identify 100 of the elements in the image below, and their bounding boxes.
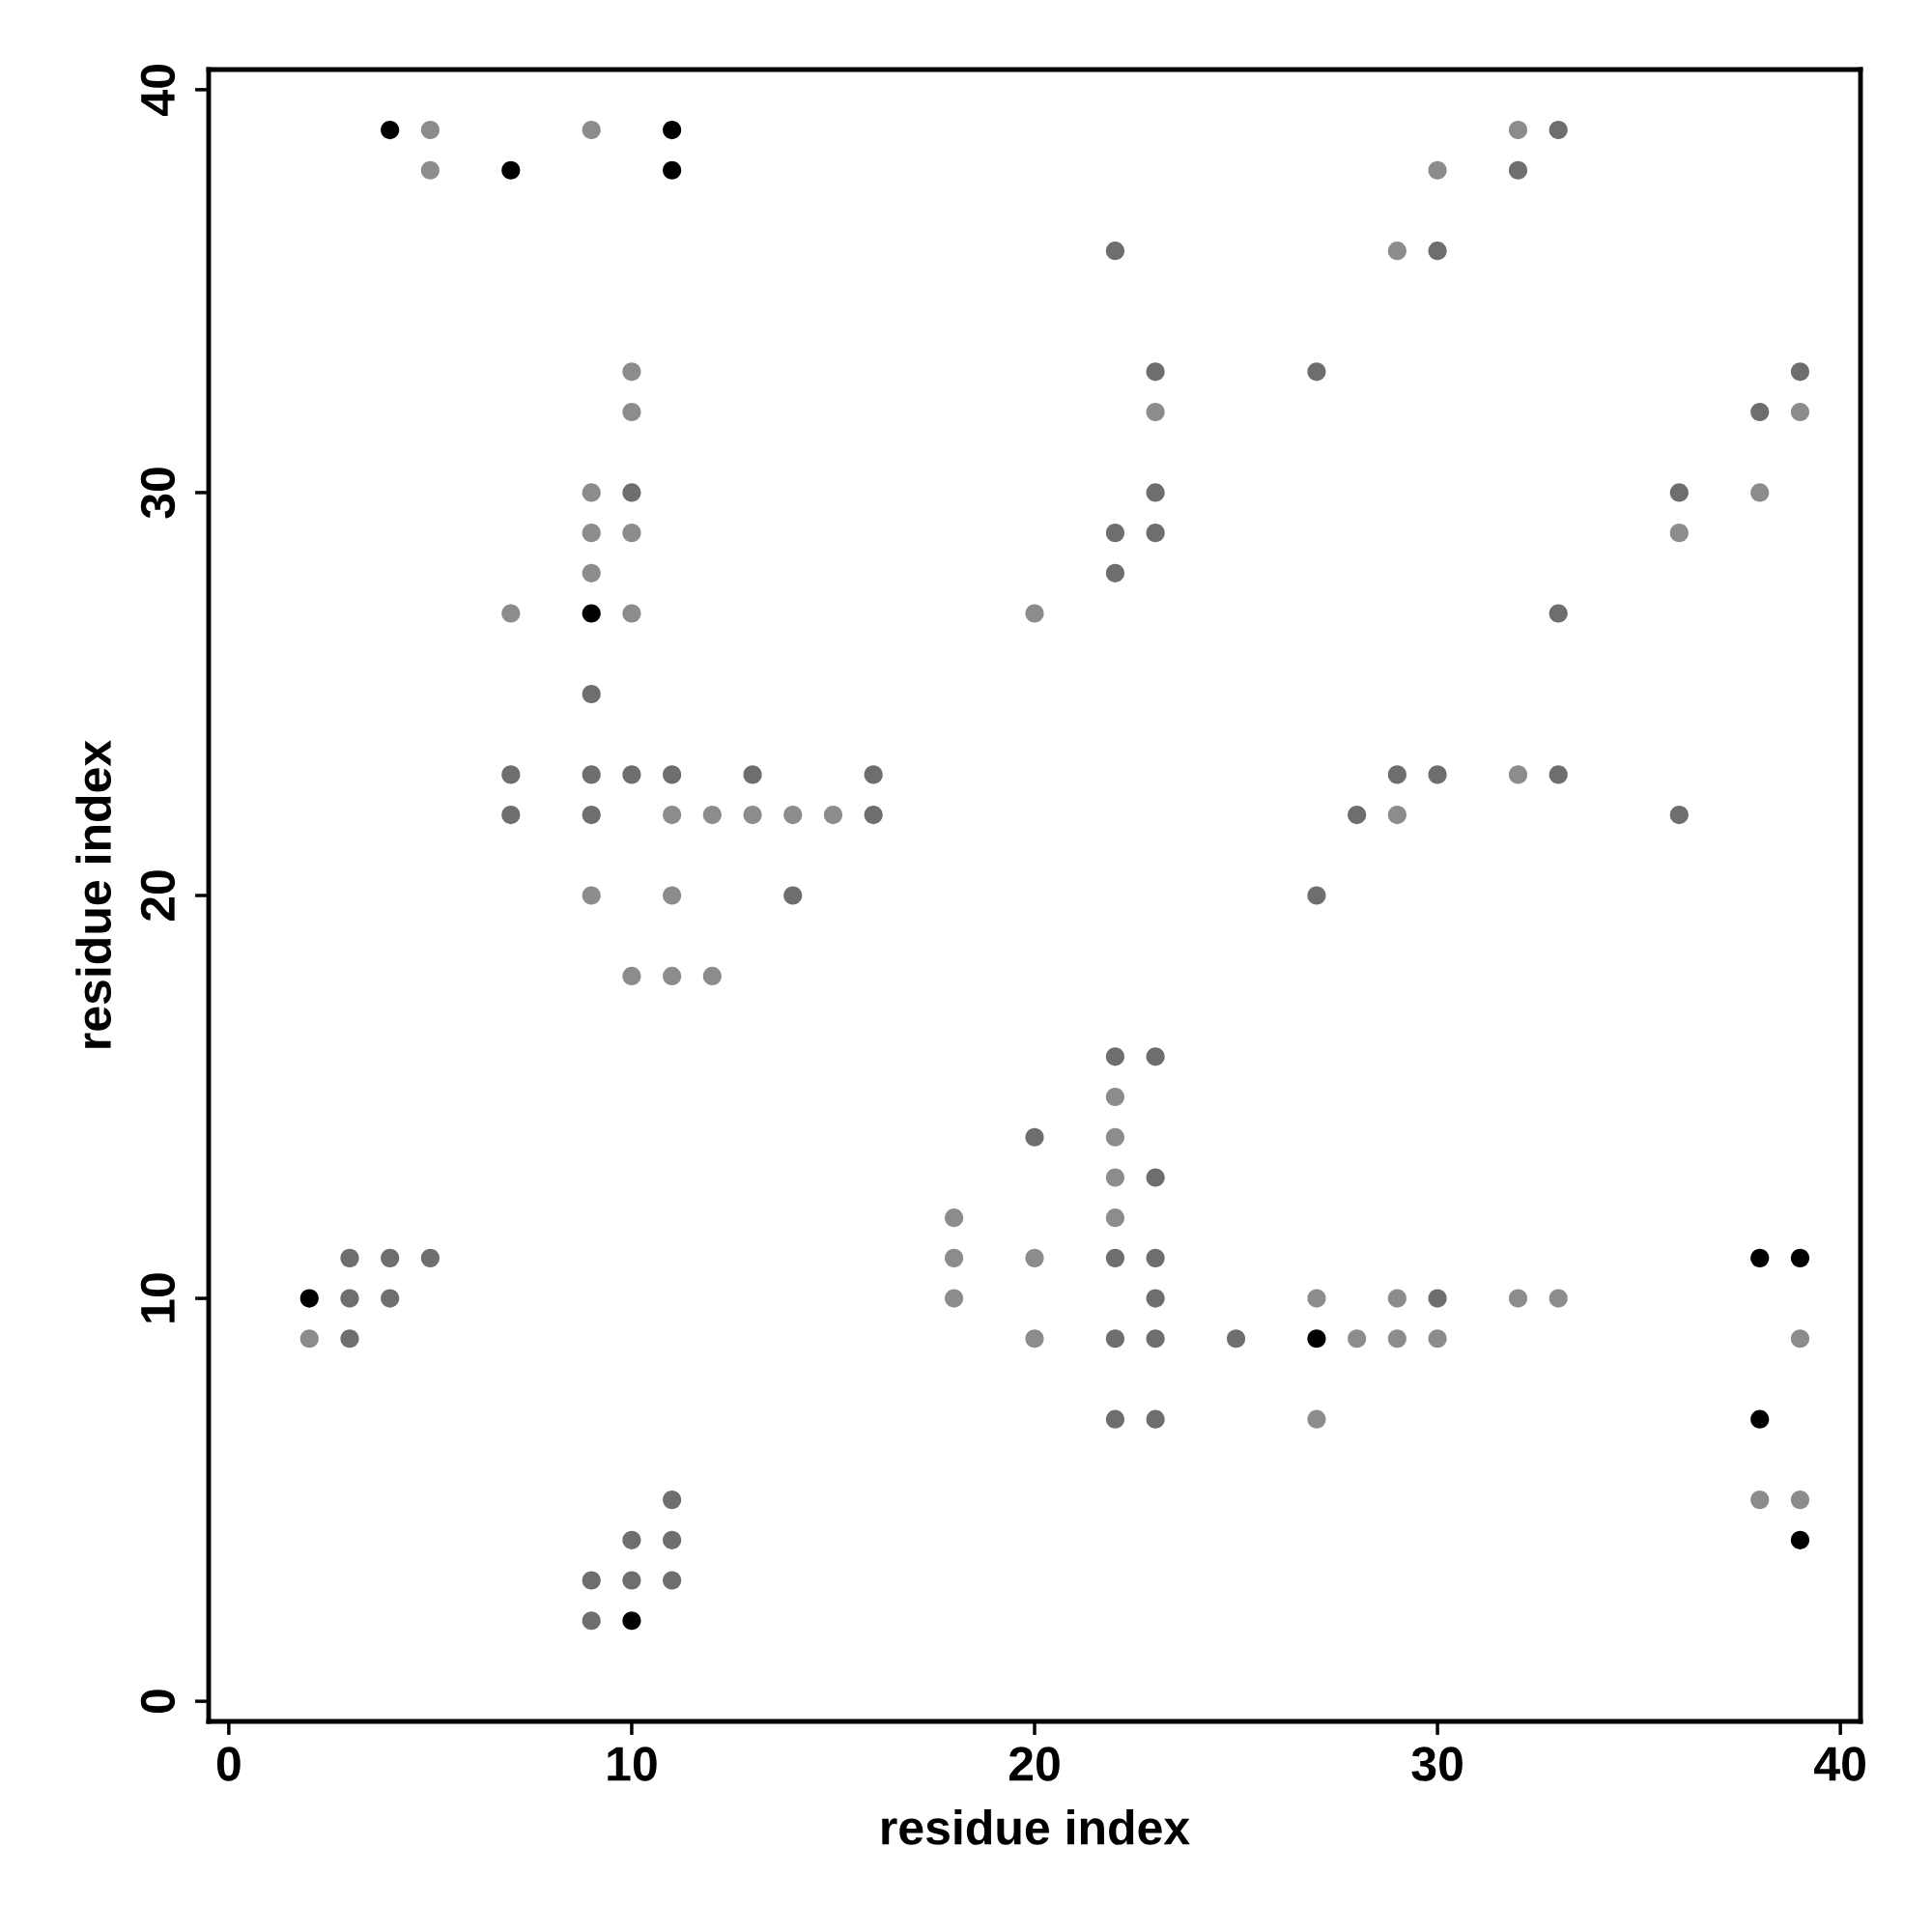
point — [1790, 362, 1810, 382]
x-tick-label: 10 — [608, 1747, 657, 1781]
point — [622, 483, 641, 502]
point — [663, 886, 682, 905]
point — [1428, 160, 1447, 180]
point — [1387, 1289, 1406, 1308]
point — [1548, 765, 1568, 784]
point — [340, 1289, 359, 1308]
x-axis-title: residue index — [882, 1809, 1190, 1845]
point — [582, 765, 601, 784]
point — [1146, 1289, 1165, 1308]
x-tick-label: 30 — [1411, 1747, 1463, 1781]
point — [945, 1248, 964, 1267]
point — [743, 806, 762, 825]
point — [1669, 524, 1689, 543]
point — [1548, 604, 1568, 623]
point — [582, 483, 601, 502]
point — [1146, 1329, 1165, 1349]
x-tick-label: 40 — [1814, 1747, 1865, 1781]
point — [663, 1571, 682, 1590]
point — [1105, 1248, 1124, 1267]
point — [1105, 1409, 1124, 1429]
point — [582, 1611, 601, 1631]
point — [1105, 524, 1124, 543]
point — [1105, 1208, 1124, 1228]
point — [622, 362, 641, 382]
point — [864, 806, 883, 825]
y-tick-label: 30 — [140, 468, 176, 519]
point — [1548, 1289, 1568, 1308]
point — [783, 806, 803, 825]
x-tick-label: 20 — [1009, 1747, 1060, 1781]
point — [501, 604, 521, 623]
point — [622, 765, 641, 784]
point — [823, 806, 843, 825]
point — [864, 765, 883, 784]
point — [1105, 1087, 1124, 1107]
point — [1146, 524, 1165, 543]
y-axis-title: residue index — [75, 740, 112, 1048]
y-tick-label: 20 — [140, 870, 176, 922]
point — [1307, 362, 1326, 382]
point — [582, 120, 601, 140]
point — [1025, 1248, 1044, 1267]
point — [1508, 765, 1528, 784]
point — [582, 563, 601, 582]
point — [622, 402, 641, 422]
point — [622, 524, 641, 543]
y-tick-label: 0 — [140, 1690, 176, 1714]
point — [1790, 1530, 1810, 1549]
point — [1105, 1047, 1124, 1066]
point — [663, 1491, 682, 1510]
point — [1025, 604, 1044, 623]
point — [1790, 1491, 1810, 1510]
point — [1025, 1127, 1044, 1147]
point — [663, 1530, 682, 1549]
point — [1146, 402, 1165, 422]
point — [1428, 1289, 1447, 1308]
point — [1146, 362, 1165, 382]
y-tick-label: 10 — [140, 1273, 176, 1322]
point — [582, 1571, 601, 1590]
point — [420, 1248, 440, 1267]
point — [381, 1248, 400, 1267]
point — [1307, 1329, 1326, 1349]
point — [1387, 806, 1406, 825]
point — [622, 966, 641, 985]
point — [1669, 483, 1689, 502]
point — [381, 1289, 400, 1308]
point — [1348, 1329, 1367, 1349]
point — [1428, 765, 1447, 784]
point — [1790, 1248, 1810, 1267]
y-tick-label: 40 — [140, 65, 176, 116]
point — [1387, 242, 1406, 261]
point — [1307, 1289, 1326, 1308]
point — [1790, 402, 1810, 422]
point — [1105, 563, 1124, 582]
point — [663, 765, 682, 784]
point — [1750, 1409, 1770, 1429]
point — [582, 604, 601, 623]
point — [1146, 1409, 1165, 1429]
point — [945, 1289, 964, 1308]
point — [622, 604, 641, 623]
point — [743, 765, 762, 784]
point — [1750, 1248, 1770, 1267]
point — [1105, 1329, 1124, 1349]
point — [702, 966, 722, 985]
point — [420, 160, 440, 180]
point — [945, 1208, 964, 1228]
point — [1508, 160, 1528, 180]
point — [663, 806, 682, 825]
point — [381, 120, 400, 140]
point — [340, 1329, 359, 1349]
point — [622, 1530, 641, 1549]
point — [582, 524, 601, 543]
point — [1387, 1329, 1406, 1349]
point — [582, 886, 601, 905]
point — [1146, 483, 1165, 502]
point — [1307, 886, 1326, 905]
point — [1146, 1047, 1165, 1066]
point — [783, 886, 803, 905]
point — [1105, 1168, 1124, 1187]
point — [622, 1611, 641, 1631]
